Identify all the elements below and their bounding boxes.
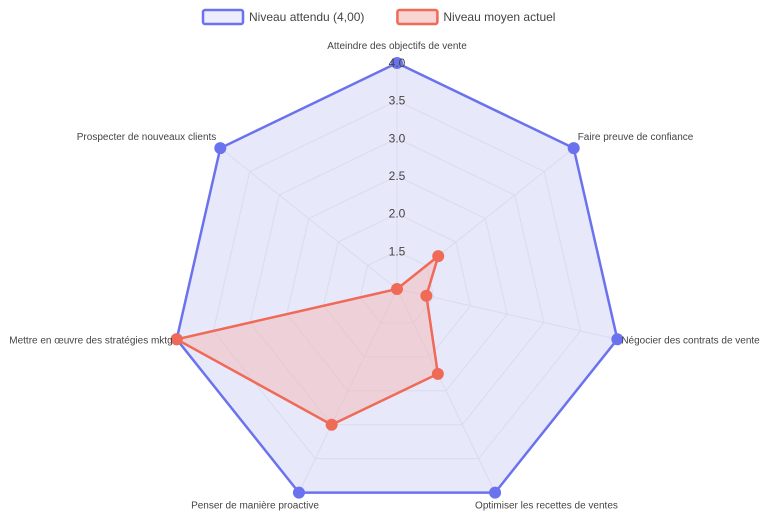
plot-area: 1.5 2.0 2.5 3.0 3.5 4.0 Atteindre des objectif…	[9, 41, 760, 512]
axis-label: Penser de manière proactive	[191, 501, 319, 512]
radial-tick-label: 2.5	[389, 169, 406, 183]
legend-label: Niveau attendu (4,00)	[249, 10, 364, 24]
legend-swatch	[201, 8, 245, 26]
axis-label: Prospecter de nouveaux clients	[77, 132, 217, 143]
axis-label: Mettre en œuvre des stratégies mktg	[9, 335, 172, 346]
legend-item[interactable]: Niveau moyen actuel	[396, 8, 555, 26]
series-1-area	[175, 61, 619, 494]
legend: Niveau attendu (4,00) Niveau moyen actuel	[201, 8, 555, 26]
series-2-point[interactable]	[391, 283, 403, 295]
series-2-point[interactable]	[431, 367, 444, 380]
axis-label: Négocier des contrats de vente	[621, 335, 760, 346]
legend-swatch	[396, 8, 439, 26]
grid-ring	[249, 137, 545, 426]
grid-ring	[212, 100, 582, 460]
series-1-point[interactable]	[489, 486, 502, 499]
grid-spoke	[219, 147, 398, 290]
axis-label: Optimiser les recettes de ventes	[475, 501, 618, 512]
series-1-point[interactable]	[214, 142, 227, 155]
legend-item[interactable]: Niveau attendu (4,00)	[201, 8, 364, 26]
series-1-point[interactable]	[567, 142, 580, 155]
series-2-point[interactable]	[432, 250, 445, 263]
axis-label: Atteindre des objectifs de vente	[327, 41, 467, 52]
radial-tick-label: 3.5	[389, 94, 406, 108]
axis-label: Faire preuve de confiance	[578, 132, 694, 143]
radial-tick-label: 3.0	[389, 131, 406, 145]
legend-label: Niveau moyen actuel	[443, 10, 555, 24]
radial-tick-label: 4.0	[389, 56, 406, 70]
series-2-point[interactable]	[170, 333, 183, 346]
series-1-point[interactable]	[391, 57, 403, 69]
radial-tick-label: 2.0	[389, 207, 406, 221]
series-1-point[interactable]	[611, 333, 624, 346]
series-1-point[interactable]	[292, 486, 305, 499]
radial-tick-label: 1.5	[389, 244, 406, 258]
series-2-point[interactable]	[325, 418, 338, 431]
series-2-point[interactable]	[420, 289, 433, 302]
grid-spoke	[396, 288, 618, 340]
